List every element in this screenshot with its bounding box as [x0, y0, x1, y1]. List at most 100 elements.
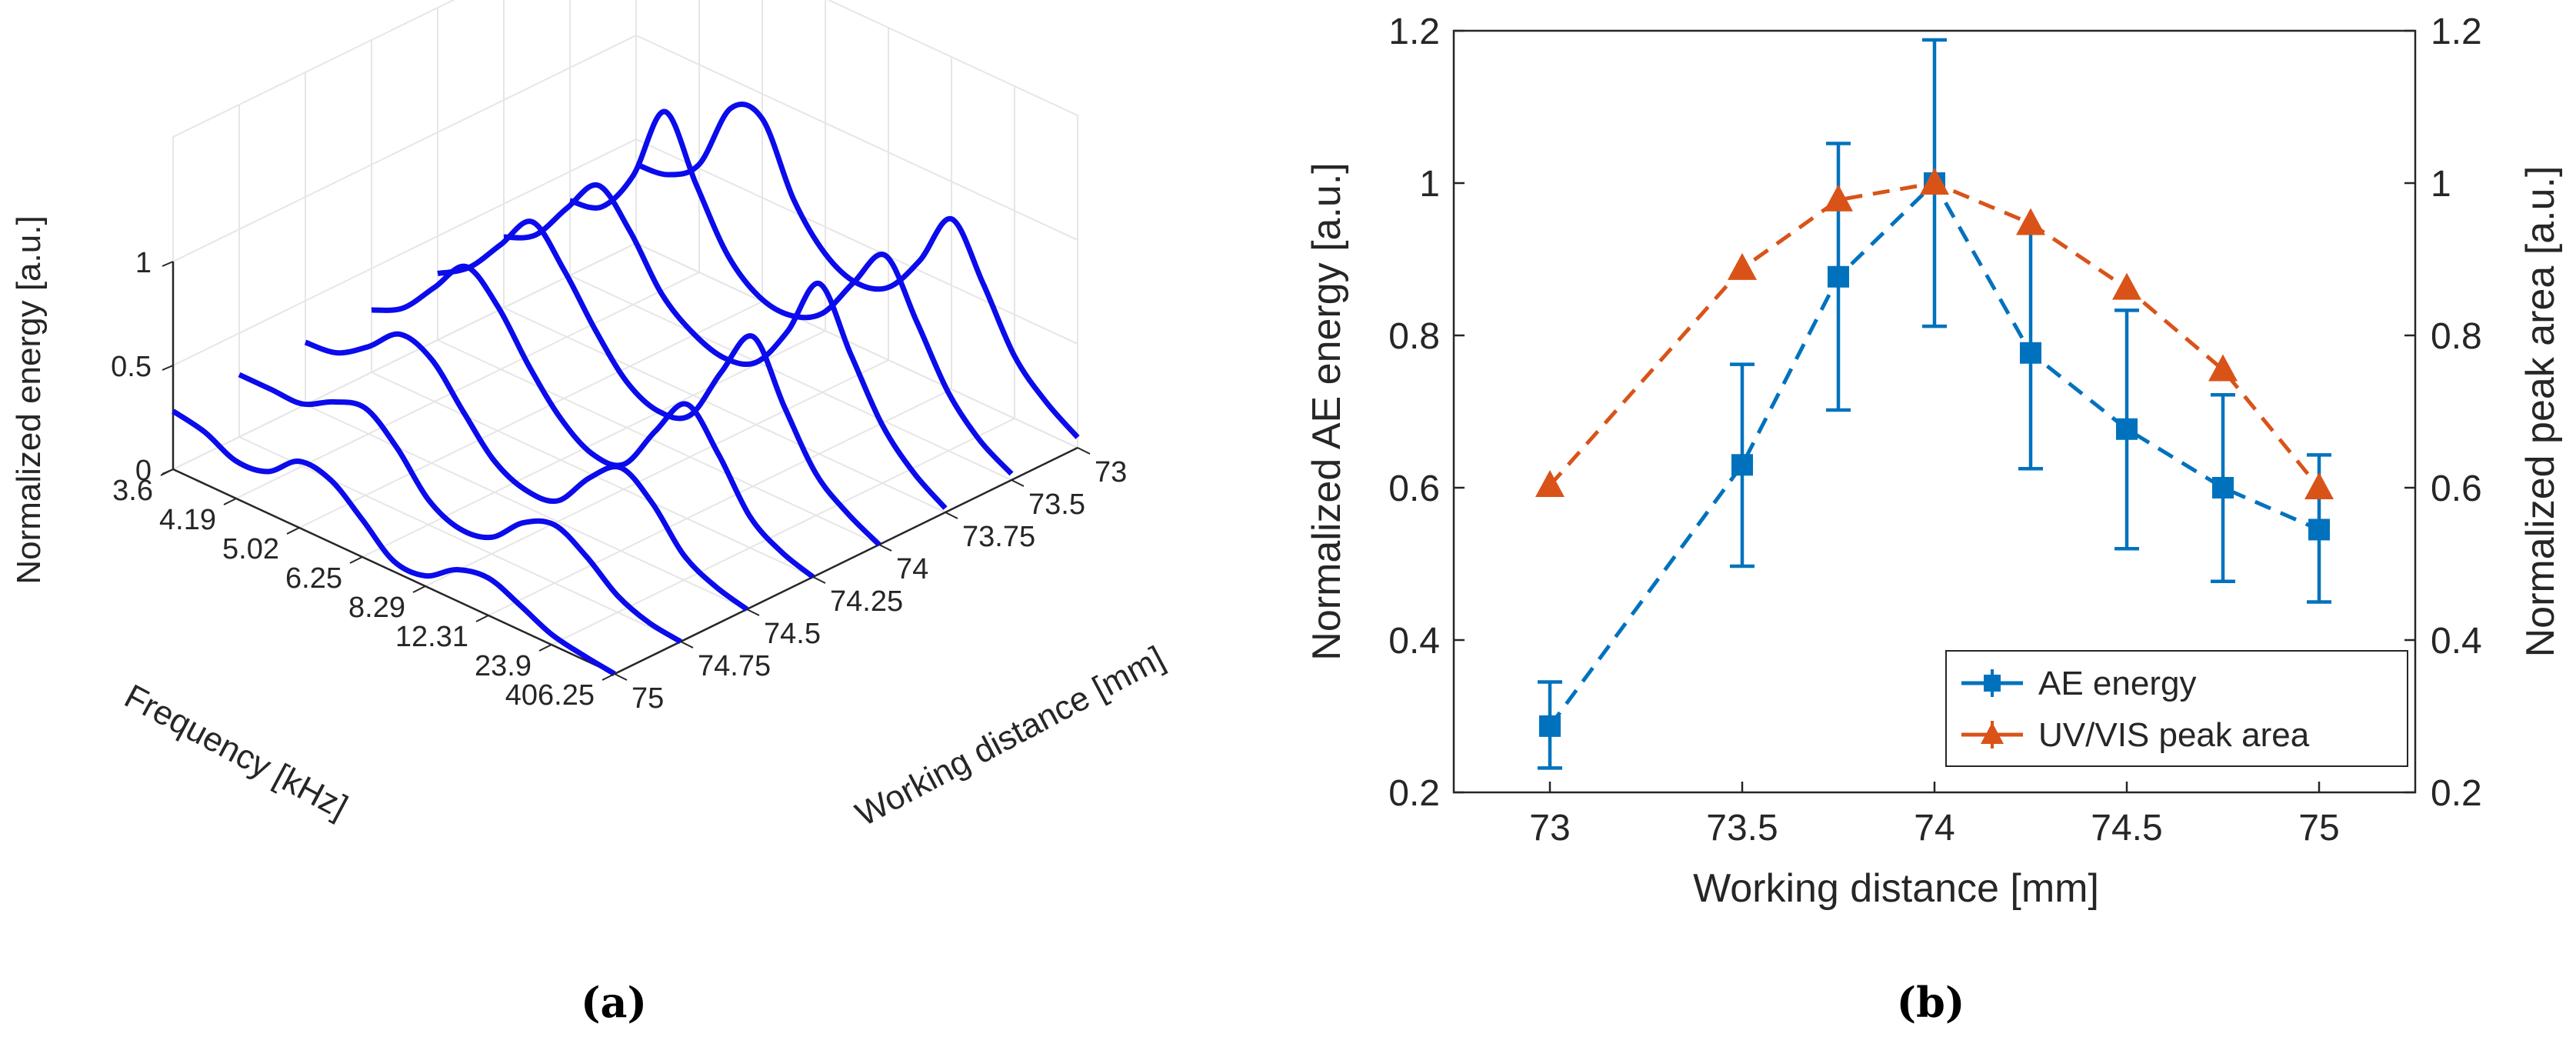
frequency-tick — [349, 556, 363, 564]
distance-tick-label: 74.25 — [830, 585, 903, 618]
grid-line — [551, 418, 1015, 645]
legend-ae-label: AE energy — [2038, 665, 2196, 702]
grid-line — [488, 388, 952, 616]
x-tick-label: 74 — [1914, 808, 1954, 849]
legend-uvvis-marker — [1981, 722, 2004, 744]
distance-tick-label: 73.75 — [962, 521, 1035, 553]
data-point-triangle — [1728, 252, 1757, 280]
panel-a-zlabel: Normalized energy [a.u.] — [10, 215, 48, 584]
y-tick-label-left: 0.8 — [1388, 316, 1440, 357]
frequency-tick-label: 406.25 — [505, 679, 595, 712]
series-line — [1548, 181, 2321, 489]
y-tick-label-right: 1.2 — [2431, 12, 2482, 52]
data-point-triangle — [2304, 472, 2334, 499]
distance-tick-label: 74 — [896, 553, 928, 585]
y-tick-label-left: 0.2 — [1388, 773, 1440, 814]
frequency-tick — [223, 498, 237, 505]
data-point-square — [1828, 265, 1849, 288]
frequency-tick — [286, 527, 300, 535]
legend-ae-marker — [1984, 675, 2001, 692]
frequency-tick-label: 3.6 — [112, 475, 153, 507]
panel-b-series — [1535, 38, 2334, 770]
x-tick-label: 73 — [1529, 808, 1570, 849]
panel-b-ticks: 0.2 0.4 0.6 0.8 1 1.2 0.2 0.4 0.6 0.8 1 1.2 73 73.5 74… — [1388, 12, 2481, 849]
panel-b-ylabel-left: Normalized AE energy [a.u.] — [1305, 162, 1349, 660]
data-point-square — [2308, 518, 2330, 541]
frequency-tick — [602, 673, 615, 681]
data-point-triangle — [2112, 272, 2141, 300]
distance-tick-label: 75 — [632, 682, 664, 715]
grid-line — [362, 330, 826, 558]
distance-tick — [1011, 479, 1025, 487]
y-tick-label-right: 0.4 — [2431, 621, 2482, 662]
frequency-tick — [475, 615, 489, 622]
grid-line — [172, 242, 1078, 470]
panel-a-caption: (a) — [581, 978, 647, 1027]
data-point-triangle — [2208, 354, 2238, 382]
grid-line — [172, 0, 1078, 138]
distance-tick — [878, 544, 892, 552]
waterfall-curve-75 — [172, 408, 616, 676]
distance-tick — [680, 641, 694, 649]
panel-b-line-chart: 0.2 0.4 0.6 0.8 1 1.2 0.2 0.4 0.6 0.8 1 1.2 73 73.5 74… — [1305, 12, 2563, 1027]
distance-tick — [945, 512, 958, 519]
data-point-triangle — [1920, 168, 1949, 195]
distance-tick — [746, 609, 760, 616]
frequency-tick-label: 6.25 — [285, 562, 342, 595]
panel-b-legend: AE energy UV/VIS peak area — [1945, 650, 2408, 767]
legend-entry-uvvis: UV/VIS peak area — [1961, 716, 2310, 754]
grid-line — [298, 301, 763, 529]
z-tick-label: 0.5 — [111, 351, 152, 383]
series-ae-energy — [1538, 38, 2331, 770]
grid-line — [235, 272, 700, 499]
distance-tick-label: 74.75 — [698, 650, 771, 682]
waterfall-curve-74 — [437, 218, 881, 547]
frequency-tick-label: 5.02 — [222, 533, 279, 565]
y-tick-label-left: 1.2 — [1388, 12, 1440, 52]
z-tick-label: 0 — [135, 455, 152, 487]
y-tick-label-right: 0.8 — [2431, 316, 2482, 357]
data-point-square — [2020, 342, 2041, 364]
grid-line — [437, 339, 880, 545]
frequency-tick-label: 8.29 — [348, 592, 405, 624]
panel-a-ylabel: Working distance [mm] — [849, 639, 1170, 834]
distance-tick — [614, 673, 628, 681]
legend-entry-ae: AE energy — [1961, 665, 2196, 702]
data-point-square — [1731, 454, 1753, 476]
waterfall-curve-74.5 — [304, 331, 749, 612]
frequency-tick-label: 12.31 — [395, 621, 468, 653]
data-point-triangle — [1535, 470, 1565, 498]
frequency-tick — [160, 468, 174, 476]
panel-a-grid — [172, 0, 1078, 675]
grid-line — [172, 242, 637, 470]
x-tick-label: 73.5 — [1706, 808, 1778, 849]
z-tick — [162, 261, 174, 267]
y-tick-label-left: 0.4 — [1388, 621, 1440, 662]
waterfall-curve-74.25 — [371, 263, 815, 579]
grid-line — [172, 138, 1078, 366]
waterfall-curve-73.5 — [568, 108, 1014, 476]
frequency-tick-label: 4.19 — [159, 504, 216, 536]
grid-line — [503, 307, 946, 513]
distance-tick — [812, 576, 826, 584]
y-tick-label-right: 0.6 — [2431, 468, 2482, 509]
grid-line — [635, 242, 1078, 448]
data-point-square — [2116, 418, 2138, 440]
series-line — [1548, 179, 2320, 728]
distance-tick-label: 73.5 — [1028, 488, 1085, 521]
grid-line — [305, 404, 748, 610]
grid-line — [172, 34, 1078, 262]
panel-b-xlabel: Working distance [mm] — [1693, 866, 2099, 911]
data-point-square — [2212, 477, 2234, 498]
frequency-tick — [412, 585, 426, 593]
distance-tick-label: 74.5 — [764, 618, 821, 650]
frequency-tick-label: 23.9 — [475, 650, 532, 682]
data-point-triangle — [1824, 184, 1853, 212]
distance-tick — [1077, 447, 1091, 455]
frequency-tick — [538, 644, 552, 652]
y-tick-label-right: 1 — [2431, 164, 2451, 205]
grid-line — [569, 275, 1012, 481]
distance-axis-line — [614, 446, 1078, 675]
